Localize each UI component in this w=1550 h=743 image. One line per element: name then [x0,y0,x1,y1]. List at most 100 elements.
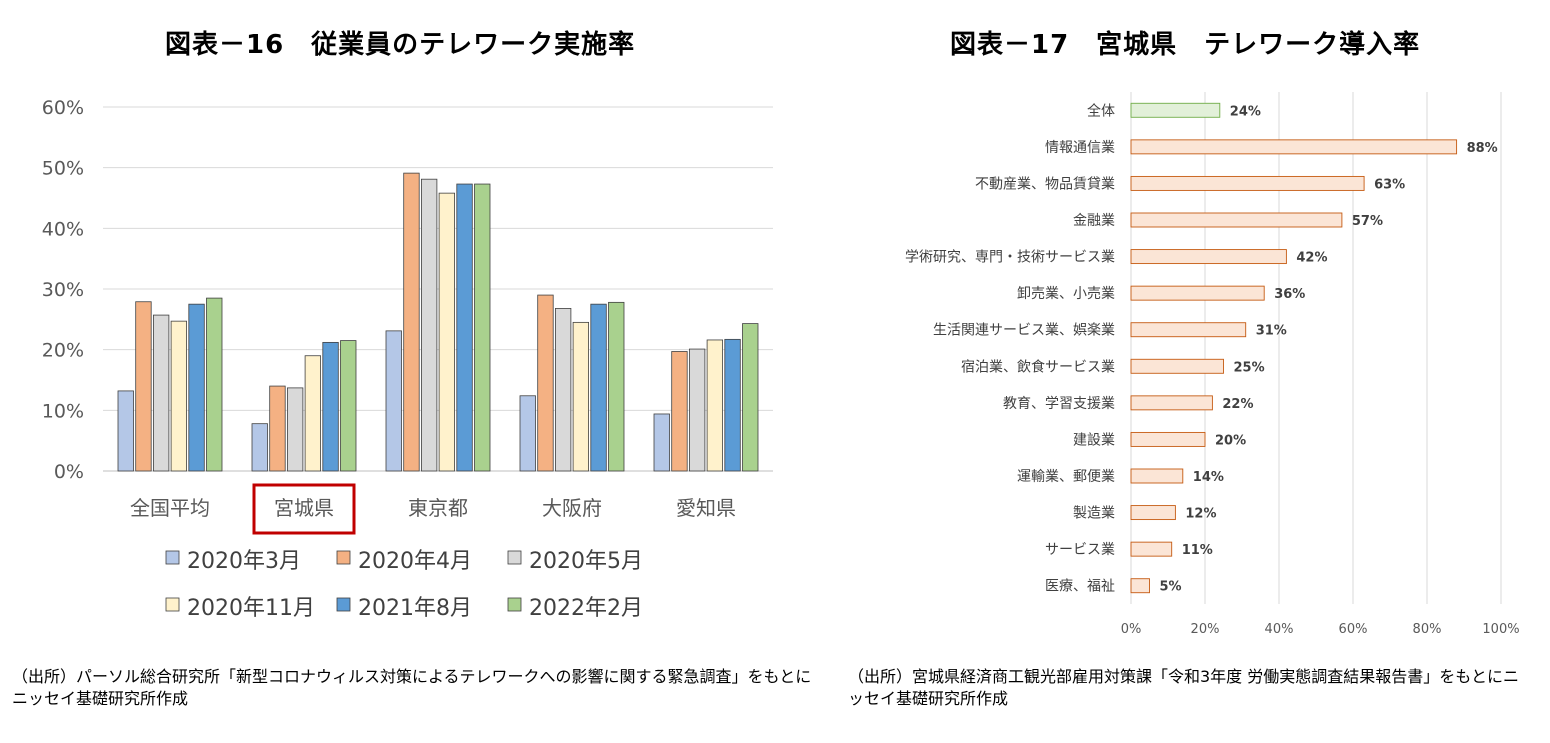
y-tick-label: 20% [42,340,84,362]
legend-label: 2021年8月 [358,596,472,621]
bar [1130,212,1343,228]
bar [689,348,706,472]
bar [1130,249,1287,265]
category-label: 学術研究、専門・技術サービス業 [905,250,1115,266]
legend-swatch [507,597,522,612]
right-chart-title: 図表－17 宮城県 テレワーク導入率 [950,30,1421,60]
bar [304,355,322,472]
bar [519,395,536,472]
bar [1130,102,1221,118]
bar [742,323,759,472]
bar [286,387,304,472]
legend-label: 2020年11月 [187,596,315,621]
legend-label: 2020年5月 [529,549,643,574]
x-tick-label: 0% [1121,622,1142,637]
bar [269,385,286,472]
bar [251,423,268,472]
y-tick-label: 0% [54,461,84,483]
bar [1130,505,1176,521]
bar [403,172,420,472]
value-label: 11% [1182,543,1213,558]
y-tick-label: 50% [42,158,84,180]
y-tick-label: 10% [42,400,84,422]
category-label: 生活関連サービス業、娯楽業 [933,323,1115,339]
telework-rate-bar-chart: 0% 10% 20% 30% 40% 50% 60% 全国平均 宮城県 東京都 大阪府 愛知県 2020… [42,97,773,621]
y-tick-label: 60% [42,97,84,119]
legend-label: 2022年2月 [529,596,643,621]
category-label: 大阪府 [542,496,602,520]
legend-swatch [336,550,351,565]
x-tick-label: 60% [1339,622,1368,637]
category-label: 製造業 [1073,506,1115,522]
bar [188,303,205,472]
right-source-note: （出所）宮城県経済商工観光部雇用対策課「令和3年度 労働実態調査結果報告書」をも… [848,667,1519,708]
value-label: 88% [1467,141,1498,156]
bar [537,294,554,472]
bar [590,303,607,472]
value-label: 36% [1274,287,1305,302]
bar [706,339,723,472]
left-chart-title: 図表－16 従業員のテレワーク実施率 [165,30,636,60]
value-label: 31% [1256,324,1287,339]
value-label: 24% [1230,104,1261,119]
bar [420,178,438,472]
bar [1130,468,1184,484]
bar [1130,578,1150,594]
category-label: 不動産業、物品賃貸業 [975,176,1115,192]
highlight-box [252,483,356,535]
bar [152,314,170,472]
x-tick-label: 80% [1413,622,1442,637]
legend-label: 2020年3月 [187,549,301,574]
bar [1130,541,1173,557]
category-label: 全体 [1087,102,1115,119]
bar [1130,139,1458,155]
bar [1130,358,1224,374]
category-label: 東京都 [408,496,468,520]
bar [438,192,456,472]
bar [608,301,625,472]
legend-swatch [507,550,522,565]
category-label: 愛知県 [676,496,736,520]
category-label: 情報通信業 [1045,140,1115,156]
bar [385,330,402,472]
value-label: 5% [1160,580,1182,595]
bar [1130,285,1265,301]
bar [1130,431,1206,447]
value-label: 63% [1374,177,1405,192]
bar [572,321,589,472]
legend-label: 2020年4月 [358,549,472,574]
category-label: 卸売業、小売業 [1017,286,1115,302]
category-label: サービス業 [1045,542,1115,558]
category-label: 金融業 [1073,213,1115,229]
miyagi-telework-adoption-chart: 0% 20% 40% 60% 80% 100% 全体 24% 情報通信業 88% 不動産業、物品賃貸… [905,92,1520,637]
value-label: 22% [1222,397,1253,412]
x-tick-label: 20% [1191,622,1220,637]
bar [322,341,339,472]
category-label: 建設業 [1073,432,1115,448]
x-tick-label: 100% [1482,622,1519,637]
y-tick-label: 30% [42,279,84,301]
category-label: 医療、福祉 [1045,578,1115,595]
category-label: 教育、学習支援業 [1003,396,1115,412]
bar [671,351,688,472]
bar [456,183,473,472]
value-label: 57% [1352,214,1383,229]
bar [1130,175,1365,191]
bar [206,297,223,472]
category-label: 宮城県 [274,496,334,520]
value-label: 12% [1185,507,1216,522]
bar [117,390,134,472]
y-tick-label: 40% [42,218,84,240]
bar [1130,322,1247,338]
category-label: 運輸業、郵便業 [1017,469,1115,485]
category-label: 宿泊業、飲食サービス業 [961,358,1115,375]
value-label: 42% [1296,251,1327,266]
legend-swatch [336,597,351,612]
bar [724,338,741,472]
left-source-note: （出所）パーソル総合研究所「新型コロナウィルス対策によるテレワークへの影響に関す… [12,667,812,708]
legend-swatch [165,550,180,565]
bar [1130,395,1213,411]
bar [340,340,357,472]
category-label: 全国平均 [130,496,210,520]
bar [555,308,572,472]
